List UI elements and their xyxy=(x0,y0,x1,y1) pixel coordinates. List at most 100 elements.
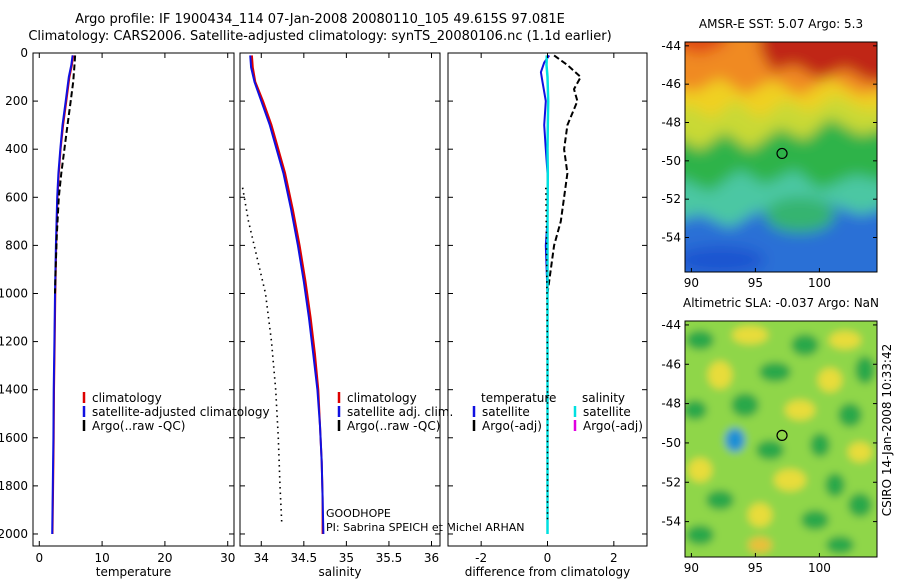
sla-blob-12 xyxy=(725,428,745,452)
sst-map-xtick-label-1: 95 xyxy=(748,276,763,290)
sla-field-blur xyxy=(685,321,877,557)
sst-map-xtick-label-0: 90 xyxy=(684,276,699,290)
salinity-series-0 xyxy=(250,55,324,534)
depth-tick-label-3: 600 xyxy=(5,190,28,204)
depth-tick-label-6: 1200 xyxy=(0,335,28,349)
sla-map-frame xyxy=(684,320,878,558)
sla-map-float-marker xyxy=(776,429,788,441)
sla-blob-24 xyxy=(748,537,772,553)
sla-map-xtick-label-0: 90 xyxy=(684,561,699,575)
sal-legend-climatology: climatology xyxy=(347,391,417,405)
sla-blob-25 xyxy=(826,536,854,554)
sla-blob-23 xyxy=(686,525,714,545)
depth-tick-label-2: 400 xyxy=(5,142,28,156)
temp-legend-argo: Argo(..raw -QC) xyxy=(92,419,185,433)
sla-blob-10 xyxy=(785,400,815,420)
sst-map-ytick-label-2: -48 xyxy=(661,116,681,130)
sla-blob-13 xyxy=(756,440,784,460)
sla-blob-2 xyxy=(791,334,819,356)
sst-map-title: AMSR-E SST: 5.07 Argo: 5.3 xyxy=(699,17,863,31)
difference-series-3 xyxy=(545,187,549,522)
diff-legend-temp-satellite: satellite xyxy=(482,405,530,419)
sla-map-ytick-label-4: -52 xyxy=(661,475,681,489)
salinity-xtick-label-0: 34 xyxy=(254,551,269,565)
sla-blob-16 xyxy=(688,458,712,482)
sla-blob-11 xyxy=(838,403,862,427)
sla-map-title: Altimetric SLA: -0.037 Argo: NaN xyxy=(683,296,879,310)
sla-blob-8 xyxy=(685,400,707,420)
diff-legend-sal-title: salinity xyxy=(582,391,625,405)
difference-xtick-label-0: -2 xyxy=(475,551,487,565)
difference-series-1 xyxy=(546,54,582,294)
temperature-xtick-label-1: 10 xyxy=(94,551,109,565)
chart-title-line1: Argo profile: IF 1900434_114 07-Jan-2008… xyxy=(75,12,565,27)
salinity-xtick-label-4: 36 xyxy=(424,551,439,565)
sal-legend-satellite: satellite adj. clim. xyxy=(347,405,453,419)
diff-legend-temp-title: temperature xyxy=(481,391,556,405)
temperature-xlabel: temperature xyxy=(96,565,171,579)
depth-tick-label-0: 0 xyxy=(20,46,28,60)
sla-blob-18 xyxy=(825,473,845,497)
diff-legend-temp-argo: Argo(-adj) xyxy=(482,419,542,433)
difference-xlabel: difference from climatology xyxy=(465,565,631,579)
sst-band-red xyxy=(760,42,877,82)
depth-tick-label-8: 1600 xyxy=(0,431,28,445)
sla-blob-9 xyxy=(731,393,759,417)
depth-tick-label-5: 1000 xyxy=(0,286,28,300)
sst-map-xtick-label-2: 100 xyxy=(808,276,831,290)
temperature-xtick-label-0: 0 xyxy=(35,551,43,565)
salinity-axes-frame xyxy=(239,52,441,547)
depth-tick-label-7: 1400 xyxy=(0,383,28,397)
sla-map-ytick-label-2: -48 xyxy=(661,397,681,411)
temp-legend-climatology: climatology xyxy=(92,391,162,405)
depth-tick-label-1: 200 xyxy=(5,94,28,108)
sla-blob-22 xyxy=(848,493,872,517)
sst-field xyxy=(685,42,877,272)
sla-map-xtick-label-1: 95 xyxy=(748,561,763,575)
sla-blob-3 xyxy=(829,331,861,349)
sla-map-ytick-label-1: -46 xyxy=(661,357,681,371)
sal-legend-argo: Argo(..raw -QC) xyxy=(347,419,440,433)
temperature-xtick-label-2: 20 xyxy=(157,551,172,565)
difference-xtick-label-1: 0 xyxy=(544,551,552,565)
sst-eddy-blue xyxy=(685,246,765,272)
sla-blob-6 xyxy=(818,368,842,392)
sst-map-ytick-label-0: -44 xyxy=(661,39,681,53)
salinity-xtick-label-1: 34.5 xyxy=(290,551,317,565)
depth-tick-label-4: 800 xyxy=(5,238,28,252)
sla-blob-14 xyxy=(810,433,830,457)
credit-timestamp: CSIRO 14-Jan-2008 10:33:42 xyxy=(880,343,894,517)
sla-blob-1 xyxy=(732,326,768,344)
sst-map-float-marker xyxy=(776,147,788,160)
sla-blob-4 xyxy=(708,361,732,389)
sst-eddy-green xyxy=(765,197,835,233)
sla-blob-17 xyxy=(774,469,806,491)
sst-map-ytick-label-3: -50 xyxy=(661,154,681,168)
sst-map-ytick-label-1: -46 xyxy=(661,77,681,91)
temperature-axes-frame xyxy=(32,52,235,547)
diff-legend-sal-argo: Argo(-adj) xyxy=(583,419,643,433)
depth-tick-label-10: 2000 xyxy=(0,527,28,541)
sla-map-ytick-label-3: -50 xyxy=(661,436,681,450)
sst-map-ytick-label-4: -52 xyxy=(661,192,681,206)
temperature-series-1 xyxy=(51,55,74,535)
pi-credit-label: PI: Sabrina SPEICH et Michel ARHAN xyxy=(326,521,525,534)
sla-map-xtick-label-2: 100 xyxy=(808,561,831,575)
chart-title-line2: Climatology: CARS2006. Satellite-adjuste… xyxy=(28,29,612,44)
sla-map-ytick-label-0: -44 xyxy=(661,318,681,332)
sst-map-ytick-label-5: -54 xyxy=(661,231,681,245)
sla-blob-19 xyxy=(706,490,734,510)
sla-bg xyxy=(685,321,877,557)
sla-blob-5 xyxy=(759,362,791,382)
sla-blob-7 xyxy=(855,356,875,384)
salinity-xlabel: salinity xyxy=(318,565,361,579)
temperature-series-2 xyxy=(54,55,77,294)
sla-blob-21 xyxy=(801,510,829,530)
temperature-xtick-label-3: 30 xyxy=(220,551,235,565)
diff-legend-sal-satellite: satellite xyxy=(583,405,631,419)
sla-field xyxy=(685,321,877,557)
depth-tick-label-9: 1800 xyxy=(0,479,28,493)
sla-blob-15 xyxy=(848,442,872,462)
temp-legend-satellite: satellite-adjusted climatology xyxy=(92,405,270,419)
